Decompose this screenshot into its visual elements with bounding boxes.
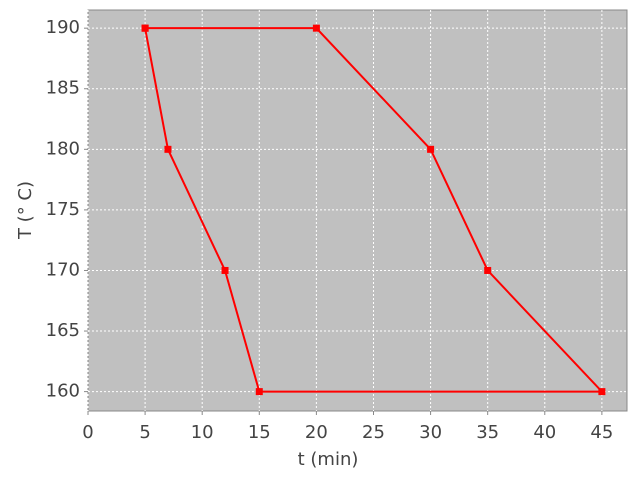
- x-tick-label: 25: [362, 422, 385, 443]
- y-tick-label: 180: [46, 138, 80, 159]
- point-marker: [255, 388, 263, 396]
- x-tick-label: 30: [419, 422, 442, 443]
- x-tick-label: 35: [476, 422, 499, 443]
- point-marker: [312, 24, 320, 32]
- x-axis-label: t (min): [298, 449, 359, 470]
- y-tick-label: 185: [46, 78, 80, 99]
- y-axis-label: T (° C): [15, 181, 36, 240]
- point-marker: [427, 145, 435, 153]
- y-tick-label: 165: [46, 320, 80, 341]
- y-tick-label: 170: [46, 259, 80, 280]
- plot-area: [87, 9, 628, 412]
- x-tick-label: 40: [533, 422, 556, 443]
- x-tick-label: 20: [305, 422, 328, 443]
- y-tick-label: 175: [46, 199, 80, 220]
- x-tick-label: 45: [590, 422, 613, 443]
- x-tick-label: 5: [139, 422, 150, 443]
- point-marker: [484, 266, 492, 274]
- point-marker: [221, 266, 229, 274]
- x-tick-label: 10: [191, 422, 214, 443]
- point-marker: [598, 388, 606, 396]
- point-marker: [141, 24, 149, 32]
- y-tick-label: 190: [46, 17, 80, 38]
- x-tick-label: 0: [82, 422, 93, 443]
- point-marker: [164, 145, 172, 153]
- y-tick-label: 160: [46, 381, 80, 402]
- x-tick-label: 15: [248, 422, 271, 443]
